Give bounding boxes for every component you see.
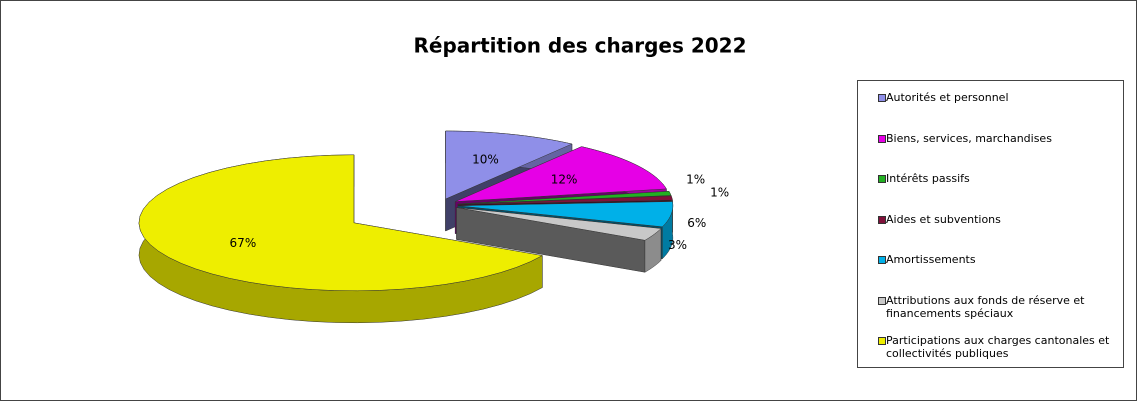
- slice-top: [445, 130, 573, 200]
- data-label: 1%: [686, 173, 705, 187]
- slice-top: [457, 195, 673, 205]
- data-label: 1%: [710, 186, 729, 200]
- slice-top: [457, 191, 672, 205]
- legend-swatch: [878, 94, 886, 102]
- data-label: 3%: [668, 238, 687, 252]
- data-label: 12%: [551, 172, 578, 186]
- legend-label: Autorités et personnel: [886, 91, 1009, 104]
- slice-top: [138, 154, 544, 292]
- data-label: 67%: [230, 236, 257, 250]
- legend-item: Amortissements: [878, 253, 1118, 266]
- legend-label: Intérêts passifs: [886, 172, 970, 185]
- legend-swatch: [878, 337, 886, 345]
- legend-item: Participations aux charges cantonales et…: [878, 334, 1118, 360]
- legend-swatch: [878, 215, 886, 224]
- legend-label: Biens, services, marchandises: [886, 131, 1052, 145]
- pie-slice: [138, 154, 544, 324]
- legend-swatch: [878, 134, 886, 143]
- legend-item: Biens, services, marchandises: [878, 131, 1118, 145]
- legend-swatch: [878, 256, 886, 264]
- legend-item: Attributions aux fonds de réserve et fin…: [878, 293, 1118, 320]
- legend-label: Aides et subventions: [886, 212, 1001, 226]
- pie-slice: [456, 207, 662, 273]
- data-label: 6%: [687, 216, 706, 230]
- chart-title: Répartition des charges 2022: [413, 34, 746, 58]
- legend-swatch: [878, 175, 886, 183]
- legend-swatch: [878, 296, 886, 305]
- legend-item: Intérêts passifs: [878, 172, 1118, 185]
- slice-top: [456, 207, 662, 241]
- legend: Autorités et personnel Biens, services, m…: [857, 80, 1124, 368]
- legend-item: Aides et subventions: [878, 212, 1118, 226]
- data-label: 10%: [472, 153, 499, 167]
- legend-label: Participations aux charges cantonales et…: [886, 334, 1110, 360]
- legend-item: Autorités et personnel: [878, 91, 1118, 104]
- legend-label: Amortissements: [886, 253, 976, 266]
- slice-top: [455, 146, 667, 202]
- slice-top: [457, 201, 674, 228]
- legend-label: Attributions aux fonds de réserve et fin…: [886, 293, 1085, 320]
